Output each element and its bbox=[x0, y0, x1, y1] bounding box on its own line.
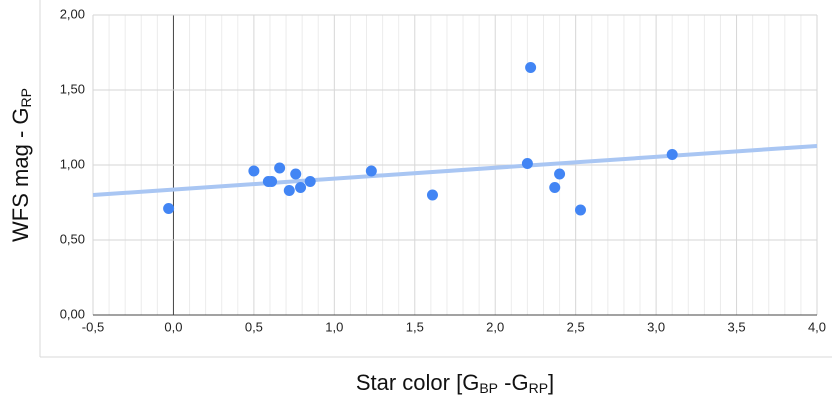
data-point bbox=[554, 168, 566, 180]
x-tick-label: 3,0 bbox=[647, 319, 665, 334]
data-point bbox=[426, 189, 438, 201]
data-point bbox=[666, 149, 678, 160]
trendline bbox=[92, 143, 818, 197]
x-title-sub: BP bbox=[479, 380, 498, 396]
data-point bbox=[574, 204, 586, 216]
y-tick-label: 1,00 bbox=[60, 156, 85, 171]
data-point bbox=[521, 158, 533, 169]
y-axis-title: WFS mag - GRP bbox=[8, 88, 34, 242]
x-tick-label: 4,0 bbox=[808, 319, 826, 334]
x-axis-title: Star color [GBP -GRP] bbox=[356, 370, 554, 396]
data-point bbox=[290, 168, 302, 180]
y-title-sub: RP bbox=[18, 88, 34, 107]
x-title-part: ] bbox=[548, 370, 554, 395]
data-point bbox=[163, 203, 175, 214]
data-point bbox=[525, 62, 537, 73]
data-point bbox=[295, 182, 307, 193]
y-title-part: WFS mag - G bbox=[8, 108, 33, 242]
data-point bbox=[274, 162, 286, 174]
x-tick-label: 0,0 bbox=[164, 319, 182, 334]
y-tick-label: 0,50 bbox=[60, 231, 85, 246]
data-point bbox=[549, 182, 561, 193]
x-tick-label: 0,5 bbox=[245, 319, 263, 334]
x-title-sub: RP bbox=[529, 380, 548, 396]
x-tick-label: 2,0 bbox=[486, 319, 504, 334]
data-point bbox=[304, 176, 316, 187]
x-tick-label: 2,5 bbox=[567, 319, 585, 334]
x-title-part: Star color [G bbox=[356, 370, 479, 395]
y-tick-label: 1,50 bbox=[60, 81, 85, 96]
x-tick-label: 1,0 bbox=[325, 319, 343, 334]
data-point bbox=[365, 165, 377, 177]
data-point bbox=[283, 185, 295, 196]
x-tick-label: -0,5 bbox=[82, 319, 104, 334]
x-title-part: -G bbox=[498, 370, 529, 395]
data-point bbox=[266, 176, 278, 187]
y-tick-label: 2,00 bbox=[60, 6, 85, 21]
data-point bbox=[248, 165, 260, 177]
x-tick-label: 3,5 bbox=[728, 319, 746, 334]
y-tick-label: 0,00 bbox=[60, 306, 85, 321]
x-tick-label: 1,5 bbox=[406, 319, 424, 334]
